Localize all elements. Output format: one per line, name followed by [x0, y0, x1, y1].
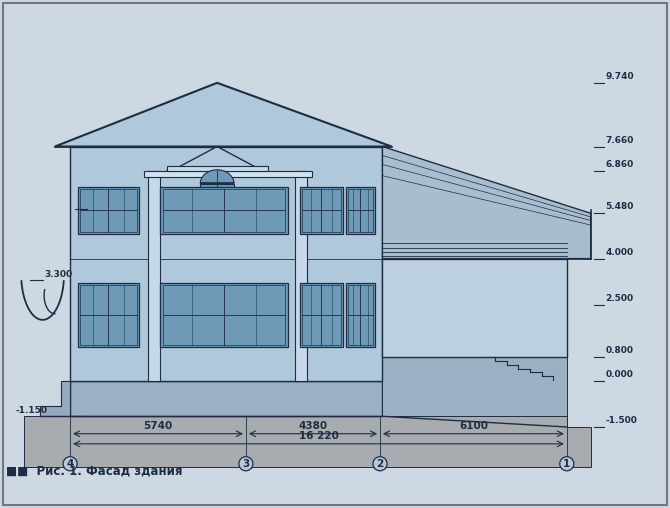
Text: 2: 2 — [377, 459, 384, 469]
Text: -1.150: -1.150 — [15, 406, 47, 416]
Text: ■■  Рис. 1. Фасад здания: ■■ Рис. 1. Фасад здания — [6, 464, 182, 478]
Polygon shape — [172, 146, 263, 171]
Polygon shape — [78, 283, 139, 347]
Polygon shape — [80, 285, 137, 345]
Text: 3: 3 — [243, 459, 249, 469]
Polygon shape — [24, 416, 591, 467]
Circle shape — [63, 457, 77, 471]
Text: 5.620: 5.620 — [88, 199, 117, 208]
Text: 2.500: 2.500 — [606, 294, 634, 303]
Circle shape — [559, 457, 574, 471]
Polygon shape — [161, 283, 287, 347]
Text: -1.500: -1.500 — [606, 416, 637, 425]
Polygon shape — [167, 167, 267, 171]
Polygon shape — [346, 186, 375, 234]
Polygon shape — [348, 285, 373, 345]
Polygon shape — [78, 186, 139, 234]
Polygon shape — [348, 189, 373, 232]
Polygon shape — [80, 189, 137, 232]
Polygon shape — [163, 189, 285, 232]
Text: 6100: 6100 — [459, 421, 488, 431]
Polygon shape — [55, 83, 392, 146]
Text: 6.860: 6.860 — [606, 160, 634, 169]
Polygon shape — [143, 171, 312, 177]
Text: 5.480: 5.480 — [606, 203, 634, 211]
Text: 1: 1 — [563, 459, 570, 469]
Polygon shape — [70, 381, 383, 416]
Text: 3.300: 3.300 — [44, 270, 72, 279]
Polygon shape — [161, 186, 287, 234]
Polygon shape — [302, 189, 340, 232]
Circle shape — [373, 457, 387, 471]
Polygon shape — [40, 381, 70, 416]
Circle shape — [239, 457, 253, 471]
Polygon shape — [299, 186, 342, 234]
Text: 0.800: 0.800 — [606, 346, 633, 355]
Text: 0.000: 0.000 — [606, 370, 633, 379]
Polygon shape — [295, 171, 308, 381]
Polygon shape — [200, 183, 234, 191]
Polygon shape — [200, 170, 234, 183]
Polygon shape — [163, 285, 285, 345]
Polygon shape — [383, 259, 567, 357]
Polygon shape — [148, 171, 161, 381]
Polygon shape — [383, 146, 591, 259]
Polygon shape — [383, 357, 567, 416]
Text: 16 220: 16 220 — [299, 431, 338, 441]
Text: 9.740: 9.740 — [606, 72, 634, 81]
Text: 4: 4 — [66, 459, 74, 469]
Polygon shape — [70, 146, 383, 381]
Text: 7.660: 7.660 — [606, 136, 634, 145]
Polygon shape — [346, 283, 375, 347]
Text: 4380: 4380 — [298, 421, 328, 431]
Text: 4.000: 4.000 — [606, 248, 634, 257]
Text: 5740: 5740 — [143, 421, 173, 431]
Polygon shape — [299, 283, 342, 347]
Polygon shape — [302, 285, 340, 345]
